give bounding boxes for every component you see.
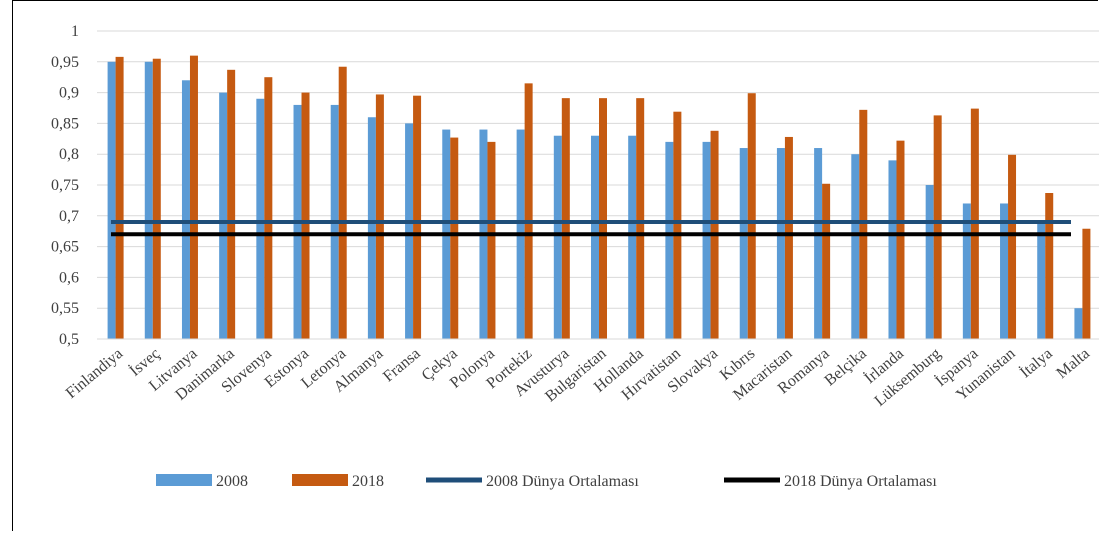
y-tick-label: 1 [71,23,79,40]
y-tick-label: 0,55 [51,300,79,317]
y-tick-label: 0,95 [51,54,79,71]
bar-2018-15 [673,111,682,339]
reference-lines [111,219,1071,237]
bar-2018-1 [152,58,161,339]
bar-2008-2 [181,80,190,339]
legend-label: 2008 Dünya Ortalaması [486,473,639,490]
bar-2018-14 [636,98,645,339]
category-label: Fransa [380,345,424,385]
legend-label: 2008 [216,473,248,490]
bar-2018-9 [450,137,459,339]
bar-2008-7 [367,117,376,340]
bar-2018-10 [487,141,496,339]
bar-2018-6 [338,66,347,339]
y-tick-label: 0,7 [59,208,79,225]
bar-2008-15 [665,141,674,339]
bar-2018-19 [822,183,831,339]
bar-2018-13 [599,98,607,339]
y-axis-tick-labels: 0,5 0,55 0,6 0,65 0,7 0,75 0,8 0,85 0,9 0,95 1 [51,23,79,348]
bar-2018-3 [227,69,236,340]
bar-2018-12 [561,98,570,339]
bar-2008-18 [776,148,785,339]
bar-2018-21 [896,140,905,339]
bar-2008-19 [814,148,823,339]
bar-2018-26 [1082,228,1091,339]
bar-2008-12 [553,135,562,339]
y-tick-label: 0,8 [59,146,79,163]
y-tick-label: 0,65 [51,239,79,256]
bar-2018-4 [264,77,273,339]
y-tick-label: 0,85 [51,115,79,132]
bar-2008-22 [925,185,934,339]
legend-swatch-1 [292,474,348,486]
bar-2018-7 [375,94,384,339]
bar-2018-0 [115,56,124,339]
bar-2008-14 [628,135,637,339]
bar-2018-5 [301,92,310,339]
y-tick-label: 0,5 [59,331,79,348]
x-axis-category-labels: Finlandiya İsveçLitvanyaDanimarkaSlovenya… [63,344,1093,410]
legend-label: 2018 Dünya Ortalaması [784,473,937,490]
y-tick-label: 0,9 [59,85,79,102]
bar-2008-25 [1037,221,1046,339]
bar-2018-8 [413,95,422,340]
bar-2018-25 [1045,193,1054,339]
bar-2008-4 [256,98,265,339]
bar-2018-17 [747,93,756,339]
bar-2008-24 [1000,203,1009,339]
bars [107,55,1091,340]
bar-chart: 0,5 0,55 0,6 0,65 0,7 0,75 0,8 0,85 0,9 0,95 1 Fin… [51,23,1099,490]
chart-frame: 0,5 0,55 0,6 0,65 0,7 0,75 0,8 0,85 0,9 0,95 1 Fin… [12,0,1099,531]
y-tick-label: 0,75 [51,177,79,194]
bar-2008-21 [888,160,897,339]
category-label: Malta [1053,345,1093,382]
bar-2008-13 [591,135,599,339]
bar-2008-8 [405,123,414,340]
bar-2008-17 [739,148,748,339]
legend: 2008 2018 2008 Dünya Ortalaması 2018 Dünya … [156,473,937,490]
legend-label: 2018 [352,473,384,490]
bar-2008-26 [1074,308,1083,339]
bar-2008-20 [851,154,860,339]
bar-2018-22 [933,115,942,339]
bar-2018-2 [189,55,198,339]
category-label: İtalya [1016,344,1055,381]
bar-2018-24 [1008,154,1017,339]
bar-2018-11 [524,83,533,339]
bar-2008-23 [962,203,971,339]
bar-2008-16 [702,141,711,339]
bar-2008-0 [107,61,116,340]
bar-2008-3 [219,92,228,339]
bar-2018-18 [784,136,793,339]
legend-swatch-0 [156,474,212,486]
y-tick-label: 0,6 [59,269,79,286]
category-label: Belçika [821,345,869,389]
bar-2018-20 [859,109,868,340]
category-label: Finlandiya [63,345,126,402]
bar-2008-1 [144,61,153,340]
